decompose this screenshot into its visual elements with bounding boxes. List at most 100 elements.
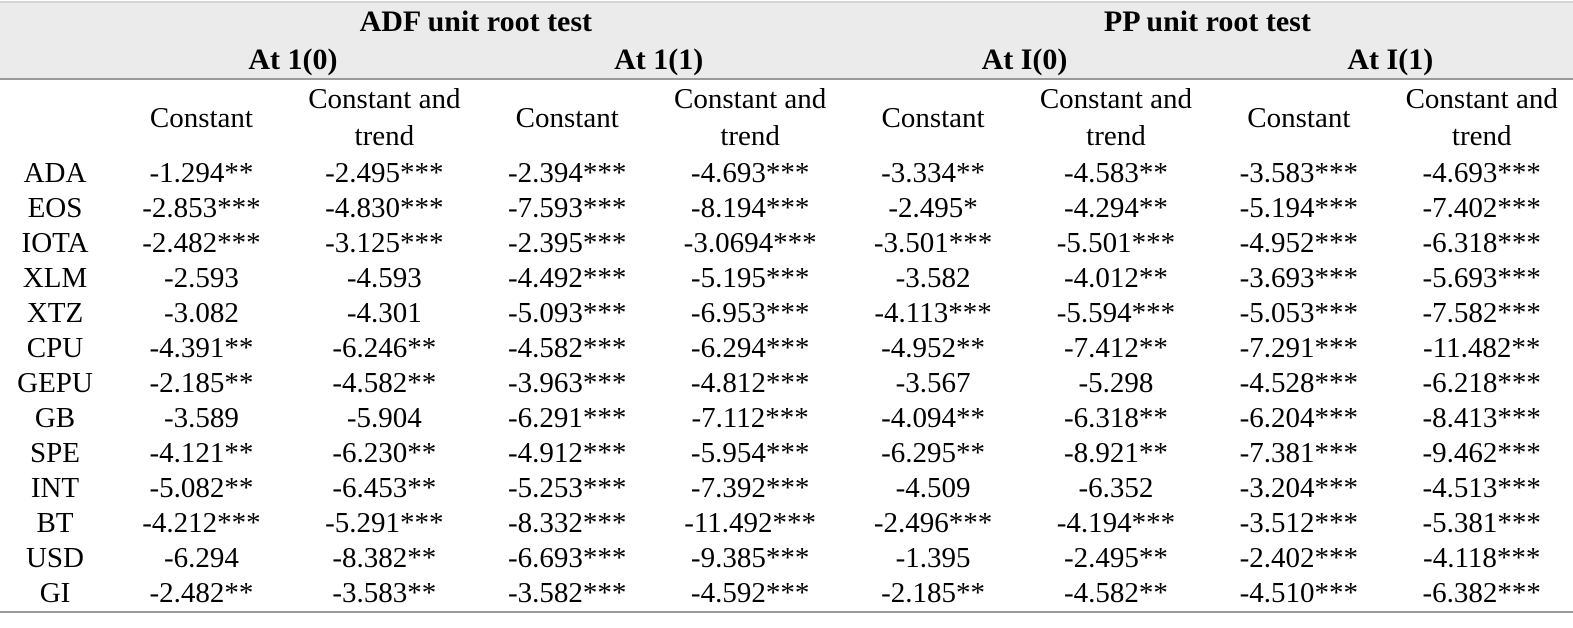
row-label: IOTA bbox=[21, 227, 89, 259]
corner-cell bbox=[0, 79, 110, 156]
cell-value: -2.495*** bbox=[325, 157, 444, 189]
table-row: SPE -4.121** -6.230** -4.912*** -5.954*** -6.… bbox=[0, 436, 1573, 471]
subgroup-header-row: At 1(0) At 1(1) At I(0) At I(1) bbox=[0, 41, 1573, 80]
column-header-constant: Constant bbox=[841, 79, 1025, 156]
table-row: GEPU -2.185** -4.582** -3.963*** -4.812*** -3… bbox=[0, 366, 1573, 401]
cell-value: -6.218*** bbox=[1422, 367, 1541, 399]
table-row: CPU -4.391** -6.246** -4.582*** -6.294*** -4.… bbox=[0, 331, 1573, 366]
corner-cell bbox=[0, 1, 110, 41]
cell-value: -11.482** bbox=[1423, 332, 1541, 364]
cell-value: -5.594*** bbox=[1056, 297, 1176, 329]
cell-value: -6.318** bbox=[1063, 402, 1168, 434]
column-header-constant-and-trend: Constant and trend bbox=[1024, 79, 1208, 156]
table-row: GI -2.482** -3.583** -3.582*** -4.592*** -2.1… bbox=[0, 576, 1573, 613]
cell-value: -4.582** bbox=[1024, 576, 1208, 613]
subgroup-header-pp-i0: At I(0) bbox=[841, 41, 1208, 80]
cell-value: -4.912*** bbox=[508, 437, 627, 469]
corner-cell bbox=[0, 41, 110, 80]
cell-value: -5.053*** bbox=[1239, 297, 1359, 329]
cell-value: -4.583** bbox=[1063, 157, 1168, 189]
column-header-label: Constant bbox=[881, 101, 985, 134]
cell-value: -4.212*** bbox=[142, 507, 261, 539]
cell-value: -4.513*** bbox=[1422, 472, 1541, 504]
cell-value: -4.592*** bbox=[658, 576, 842, 613]
row-label: USD bbox=[25, 542, 84, 574]
cell-value: -11.492*** bbox=[684, 507, 817, 539]
column-header-constant-and-trend: Constant and trend bbox=[658, 79, 842, 156]
table-row: ADA -1.294** -2.495*** -2.394*** -4.693*** -3… bbox=[0, 156, 1573, 191]
table-row: GB -3.589 -5.904 -6.291*** -7.112*** -4.094**… bbox=[0, 401, 1573, 436]
cell-value: -4.593 bbox=[346, 262, 422, 294]
cell-value: -2.496*** bbox=[873, 507, 993, 539]
cell-value: -2.495** bbox=[1063, 542, 1168, 574]
table-row: USD -6.294 -8.382** -6.693*** -9.385*** -1.39… bbox=[0, 541, 1573, 576]
column-header-label: Constant bbox=[515, 101, 619, 134]
row-label: INT bbox=[30, 472, 80, 504]
cell-value: -6.352 bbox=[1078, 472, 1154, 504]
cell-value: -3.334** bbox=[881, 157, 986, 189]
cell-value: -7.402*** bbox=[1422, 192, 1541, 224]
subgroup-header-adf-i1: At 1(1) bbox=[475, 41, 842, 80]
cell-value: -6.453** bbox=[332, 472, 437, 504]
cell-value: -9.462*** bbox=[1422, 437, 1541, 469]
row-label: CPU bbox=[26, 332, 84, 364]
cell-value: -2.402*** bbox=[1239, 542, 1359, 574]
row-label: XLM bbox=[22, 262, 88, 294]
table-row: INT -5.082** -6.453** -5.253*** -7.392*** -4.… bbox=[0, 471, 1573, 506]
cell-value: -2.185** bbox=[841, 576, 1025, 613]
cell-value: -3.082 bbox=[163, 297, 239, 329]
table-row: BT -4.212*** -5.291*** -8.332*** -11.492*** -… bbox=[0, 506, 1573, 541]
cell-value: -5.093*** bbox=[508, 297, 627, 329]
cell-value: -4.952*** bbox=[1239, 227, 1359, 259]
cell-value: -4.194*** bbox=[1056, 507, 1176, 539]
cell-value: -7.392*** bbox=[690, 472, 810, 504]
row-label: ADA bbox=[23, 157, 87, 189]
cell-value: -3.0694*** bbox=[683, 227, 817, 259]
column-header-constant-and-trend: Constant and trend bbox=[292, 79, 476, 156]
cell-value: -3.501*** bbox=[873, 227, 993, 259]
cell-value: -2.482*** bbox=[142, 227, 261, 259]
cell-value: -4.094** bbox=[881, 402, 986, 434]
cell-value: -6.204*** bbox=[1239, 402, 1359, 434]
cell-value: -1.395 bbox=[895, 542, 971, 574]
cell-value: -3.582*** bbox=[475, 576, 659, 613]
subgroup-header-pp-i1: At I(1) bbox=[1207, 41, 1573, 80]
cell-value: -5.298 bbox=[1078, 367, 1154, 399]
table-header: ADF unit root test PP unit root test At … bbox=[0, 1, 1573, 156]
cell-value: -6.295** bbox=[881, 437, 986, 469]
column-header-row: Constant Constant and trend Constant Con… bbox=[0, 79, 1573, 156]
cell-value: -9.385*** bbox=[690, 542, 810, 574]
column-header-label: Constant bbox=[149, 101, 253, 134]
cell-value: -8.921** bbox=[1063, 437, 1168, 469]
cell-value: -4.012** bbox=[1063, 262, 1168, 294]
cell-value: -5.194*** bbox=[1239, 192, 1359, 224]
cell-value: -2.482** bbox=[110, 576, 293, 613]
cell-value: -4.693*** bbox=[1422, 157, 1541, 189]
table-row: EOS -2.853*** -4.830*** -7.593*** -8.194*** -… bbox=[0, 191, 1573, 226]
cell-value: -2.394*** bbox=[508, 157, 627, 189]
cell-value: -2.853*** bbox=[142, 192, 261, 224]
cell-value: -5.693*** bbox=[1422, 262, 1541, 294]
cell-value: -4.391** bbox=[149, 332, 254, 364]
row-label: GI bbox=[0, 576, 110, 613]
cell-value: -3.693*** bbox=[1239, 262, 1359, 294]
cell-value: -5.381*** bbox=[1422, 507, 1541, 539]
column-header-label: Constant bbox=[1247, 101, 1351, 134]
cell-value: -3.582 bbox=[895, 262, 971, 294]
cell-value: -6.230** bbox=[332, 437, 437, 469]
cell-value: -6.382*** bbox=[1390, 576, 1573, 613]
cell-value: -6.693*** bbox=[508, 542, 627, 574]
cell-value: -2.593 bbox=[163, 262, 239, 294]
cell-value: -6.291*** bbox=[508, 402, 627, 434]
cell-value: -4.510*** bbox=[1207, 576, 1391, 613]
column-header-label: Constant and trend bbox=[674, 83, 827, 152]
cell-value: -4.301 bbox=[346, 297, 422, 329]
table-body: ADA -1.294** -2.495*** -2.394*** -4.693*** -3… bbox=[0, 156, 1573, 613]
cell-value: -5.195*** bbox=[690, 262, 810, 294]
cell-value: -8.332*** bbox=[508, 507, 627, 539]
cell-value: -4.118*** bbox=[1423, 542, 1541, 574]
cell-value: -3.567 bbox=[895, 367, 971, 399]
column-header-constant: Constant bbox=[110, 79, 293, 156]
cell-value: -7.291*** bbox=[1239, 332, 1359, 364]
cell-value: -8.382** bbox=[332, 542, 437, 574]
